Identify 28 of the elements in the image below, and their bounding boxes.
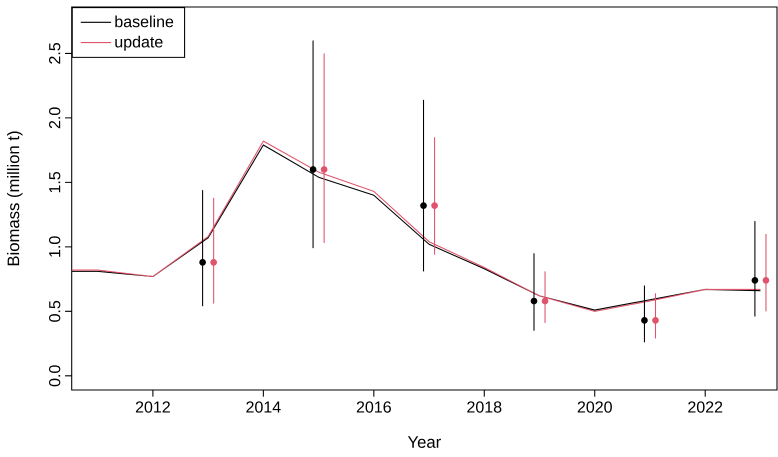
y-tick-label: 0.0 bbox=[49, 365, 60, 386]
legend-label: update bbox=[115, 36, 163, 51]
y-axis-title: Biomass (million t) bbox=[7, 132, 23, 266]
point bbox=[530, 298, 538, 304]
x-tick-label: 2012 bbox=[136, 401, 170, 413]
point bbox=[320, 166, 328, 173]
point bbox=[431, 202, 438, 209]
point bbox=[641, 317, 648, 324]
y-tick-label: 0.5 bbox=[49, 300, 60, 322]
x-tick-label: 2022 bbox=[688, 401, 722, 413]
y-tick-label: 1.5 bbox=[49, 172, 60, 192]
point bbox=[310, 166, 316, 173]
y-tick-label: 1.0 bbox=[49, 236, 60, 257]
x-tick-label: 2020 bbox=[578, 401, 612, 413]
x-tick-label: 2016 bbox=[356, 401, 391, 413]
point bbox=[420, 202, 427, 209]
legend-label: baseline bbox=[115, 16, 174, 28]
y-tick-label: 2.0 bbox=[49, 107, 60, 128]
point bbox=[210, 259, 217, 266]
point bbox=[752, 277, 758, 284]
point bbox=[652, 317, 659, 324]
x-axis-title: Year bbox=[408, 436, 441, 448]
x-tick-label: 2014 bbox=[246, 401, 281, 413]
y-tick-label: 2.5 bbox=[49, 42, 60, 64]
x-tick-label: 2018 bbox=[467, 401, 502, 413]
point bbox=[199, 259, 206, 266]
point bbox=[542, 298, 548, 304]
point bbox=[762, 277, 770, 284]
